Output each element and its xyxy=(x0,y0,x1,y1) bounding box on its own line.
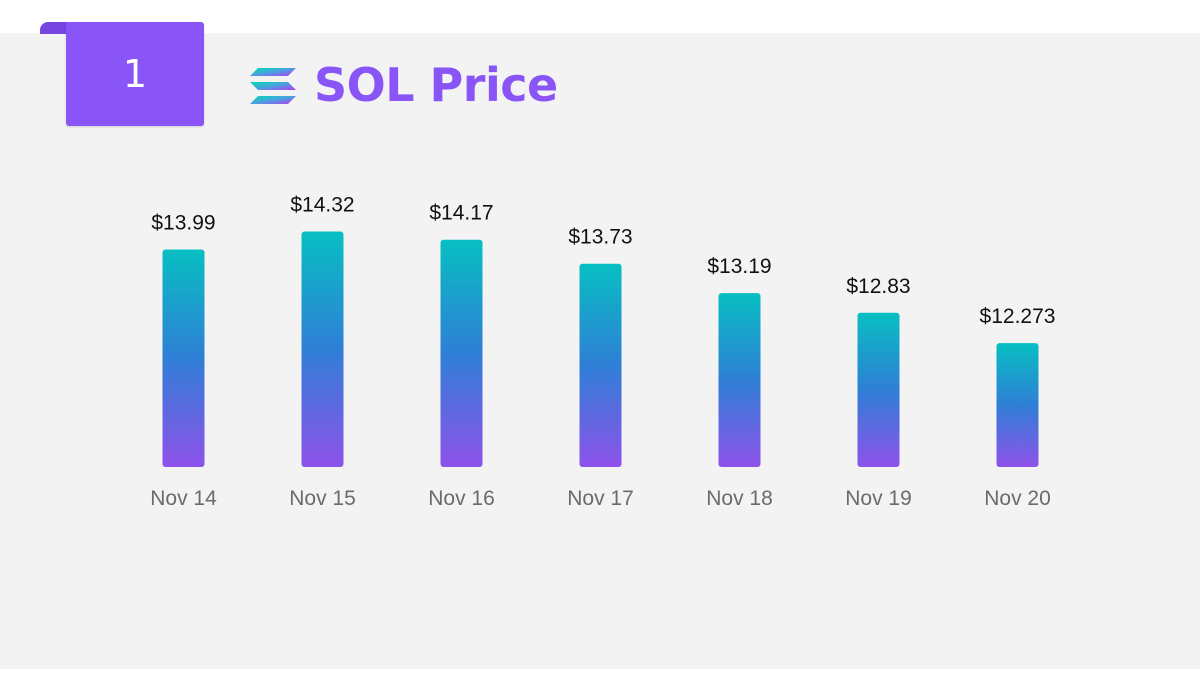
page-title: SOL Price xyxy=(314,58,558,112)
bar-nov-16 xyxy=(440,239,483,467)
bar-nov-18 xyxy=(718,293,761,467)
bar-value-label: $12.83 xyxy=(846,275,910,298)
bar-nov-15 xyxy=(301,231,344,467)
bar-value-label: $14.32 xyxy=(290,194,354,217)
bar-nov-20 xyxy=(996,343,1039,467)
category-label: Nov 19 xyxy=(845,487,912,510)
bar-nov-14 xyxy=(162,249,205,467)
category-label: Nov 18 xyxy=(706,487,773,510)
bar-nov-19 xyxy=(857,312,900,467)
badge-fold xyxy=(40,22,68,34)
slide-number-badge: 1 xyxy=(66,22,204,126)
bar-value-label: $12.273 xyxy=(980,305,1056,328)
bar-nov-17 xyxy=(579,263,622,467)
bar-value-label: $14.17 xyxy=(429,202,493,225)
category-label: Nov 16 xyxy=(428,487,495,510)
bar-value-label: $13.73 xyxy=(568,226,632,249)
category-label: Nov 14 xyxy=(150,487,217,510)
solana-logo-icon xyxy=(250,68,296,104)
category-label: Nov 15 xyxy=(289,487,356,510)
bar-value-label: $13.19 xyxy=(707,255,771,278)
bar-value-label: $13.99 xyxy=(151,212,215,235)
slide-number: 1 xyxy=(122,52,148,96)
category-label: Nov 20 xyxy=(984,487,1051,510)
category-label: Nov 17 xyxy=(567,487,634,510)
